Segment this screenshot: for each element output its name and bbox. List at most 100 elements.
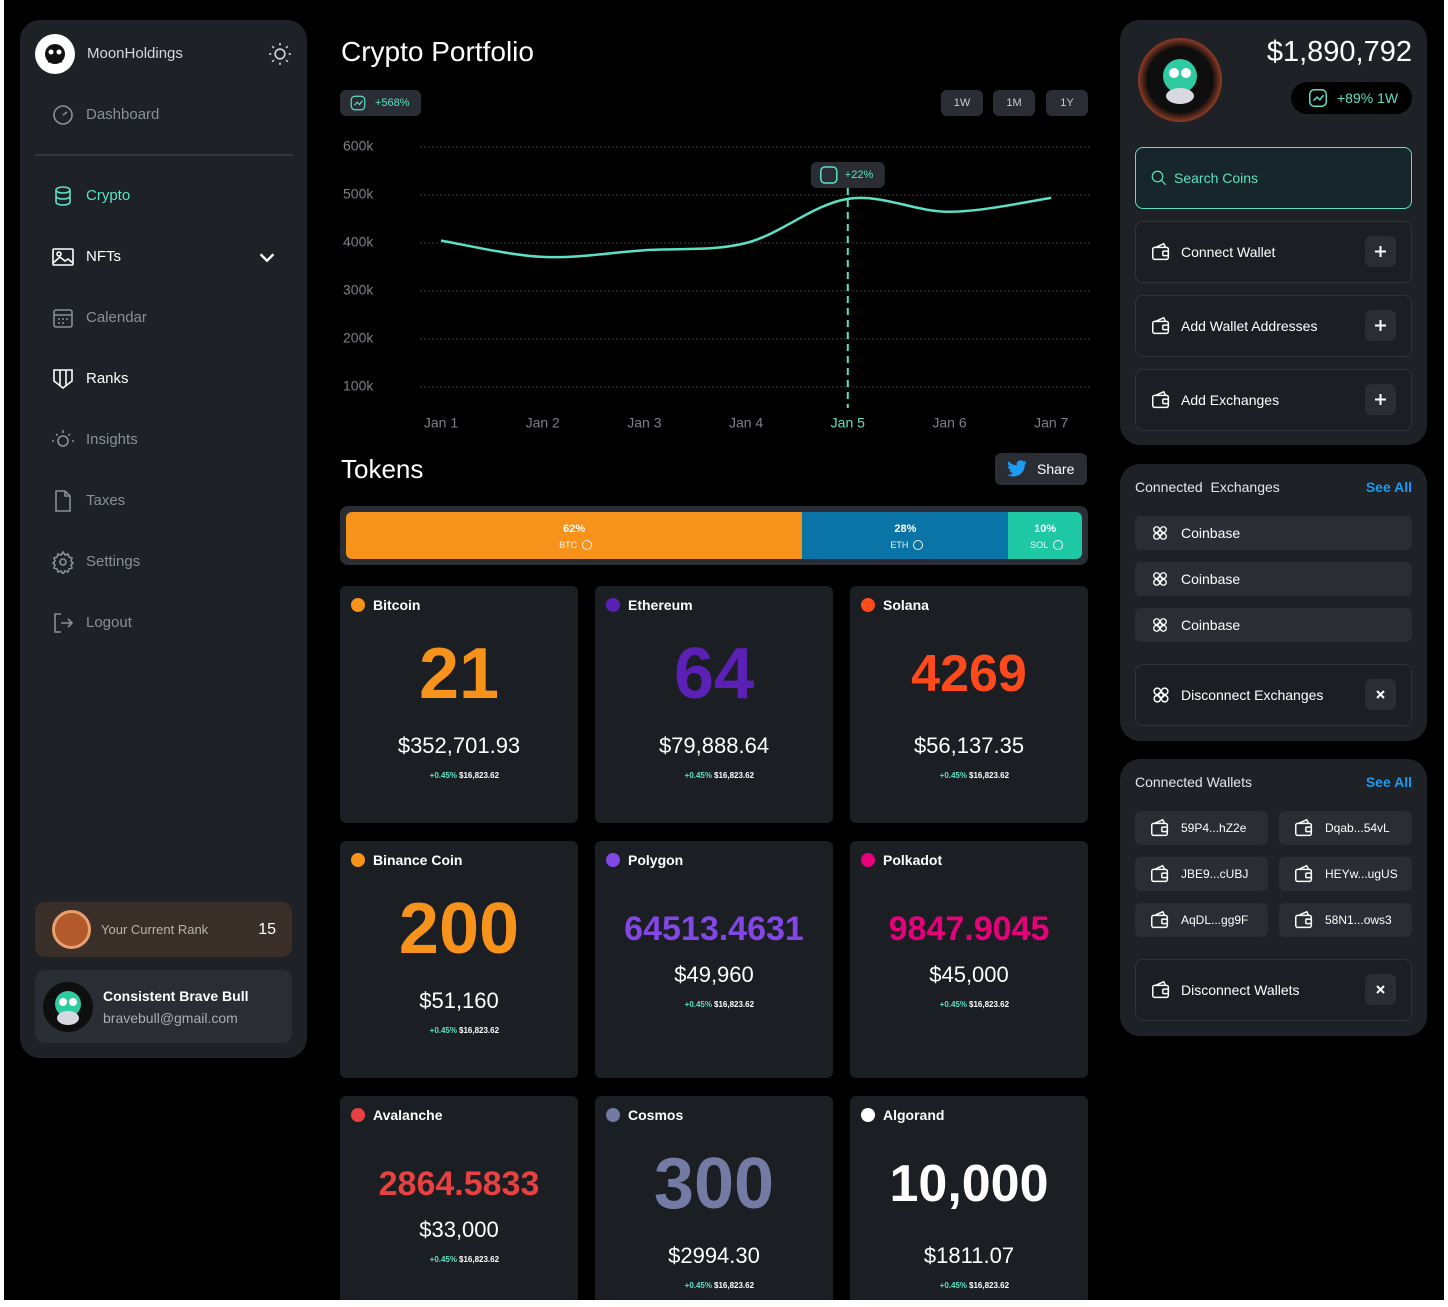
search-box[interactable] (1135, 147, 1412, 209)
nav-item[interactable] (40, 296, 290, 340)
wallet-icon (1293, 863, 1315, 885)
token-name: Cosmos (628, 1107, 684, 1123)
row-label: Add Exchanges (1181, 392, 1280, 408)
wallet-item[interactable] (1279, 811, 1412, 845)
token-price: $16,823.62 (459, 771, 500, 780)
wallet-icon (1293, 817, 1315, 839)
see-all[interactable]: See All (1365, 774, 1412, 790)
token-icon (606, 598, 620, 612)
nav-item[interactable] (40, 479, 290, 523)
token-icon (861, 1108, 875, 1122)
wallet-icon (1149, 863, 1171, 885)
search-icon (1150, 169, 1168, 187)
token-amount: 2864.5833 (378, 1165, 540, 1203)
token-amount: 10,000 (889, 1155, 1049, 1213)
token-price: $16,823.62 (969, 1000, 1010, 1009)
row-icon (1150, 684, 1172, 706)
wallet-address: 58N1...ows3 (1325, 913, 1392, 927)
allocation-segment (346, 512, 803, 559)
range-button[interactable] (993, 90, 1035, 116)
token-value: $1811.07 (923, 1243, 1015, 1268)
rank-value: 15 (258, 921, 276, 938)
row-label: Disconnect Wallets (1181, 982, 1300, 998)
token-change: +0.45% (939, 1000, 967, 1009)
token-card (595, 1096, 833, 1300)
token-amount: 200 (398, 889, 520, 969)
info-icon (1053, 540, 1064, 550)
token-change: +0.45% (939, 1281, 967, 1290)
token-value: $79,888.64 (658, 733, 770, 758)
wallet-item[interactable] (1279, 857, 1412, 891)
wallet-icon (1149, 909, 1171, 931)
row-icon (1150, 315, 1172, 337)
wallet-address: Dqab...54vL (1325, 821, 1390, 835)
range-label: 1W (953, 97, 971, 109)
nav-item[interactable] (40, 174, 290, 218)
x-tick-label: Jan 6 (932, 415, 966, 431)
token-value: $49,960 (674, 962, 754, 987)
nav-label: Taxes (86, 492, 126, 509)
nav-item[interactable] (40, 601, 290, 645)
nav-item[interactable] (40, 93, 290, 137)
token-amount: 64513.4631 (624, 910, 804, 948)
token-change: +0.45% (684, 1281, 712, 1290)
theme-toggle[interactable] (267, 41, 293, 67)
search-placeholder: Search Coins (1174, 170, 1259, 186)
row-icon (1150, 979, 1172, 1001)
panel-title: Connected Exchanges (1135, 479, 1280, 495)
change-text: +568% (375, 97, 410, 109)
wallet-item[interactable] (1135, 857, 1268, 891)
token-value: $2994.30 (668, 1243, 760, 1268)
nav-item[interactable] (40, 235, 290, 279)
wallet-item[interactable] (1135, 903, 1268, 937)
token-value: $352,701.93 (397, 733, 521, 758)
row-button[interactable] (1365, 974, 1396, 1005)
token-price: $16,823.62 (714, 1000, 755, 1009)
row-icon (1150, 389, 1172, 411)
y-tick-label: 100k (343, 378, 374, 394)
row-button[interactable] (1365, 384, 1396, 415)
nav-chevron[interactable] (256, 246, 278, 268)
token-name: Bitcoin (373, 597, 421, 613)
nav-item[interactable] (40, 418, 290, 462)
token-card (850, 586, 1088, 823)
brand-name: MoonHoldings (87, 45, 183, 62)
section-title: Tokens (341, 454, 424, 484)
row-button[interactable] (1365, 310, 1396, 341)
user-avatar (43, 982, 93, 1032)
wallet-item[interactable] (1279, 903, 1412, 937)
token-change: +0.45% (429, 1026, 457, 1035)
line-series (440, 196, 1052, 259)
token-icon (861, 853, 875, 867)
nav-item[interactable] (40, 540, 290, 584)
exchange-icon (1150, 569, 1170, 589)
y-tick-label: 300k (343, 282, 374, 298)
see-all[interactable]: See All (1365, 479, 1412, 495)
change-badge (340, 90, 421, 116)
user-email: bravebull@gmail.com (103, 1010, 238, 1026)
token-card (850, 1096, 1088, 1300)
annotation-badge (810, 162, 885, 188)
range-button[interactable] (941, 90, 983, 116)
range-button[interactable] (1046, 90, 1088, 116)
exchange-name: Coinbase (1181, 525, 1241, 541)
y-tick-label: 600k (343, 138, 374, 154)
nav-icon (51, 184, 75, 208)
wallet-icon (1293, 909, 1315, 931)
nav-icon (51, 367, 75, 391)
nav-icon (51, 611, 75, 635)
x-tick-label: Jan 2 (526, 415, 560, 431)
nav-label: NFTs (86, 248, 121, 265)
token-card (340, 1096, 578, 1300)
nav-item[interactable] (40, 357, 290, 401)
token-amount: 64 (673, 634, 755, 714)
exchange-item (1135, 562, 1412, 596)
dashboard: MoonHoldings Dashboard Crypto NFTs Calendar R… (4, 0, 1444, 1300)
info-icon (913, 540, 924, 550)
row-button[interactable] (1365, 236, 1396, 267)
token-value: $45,000 (929, 962, 1009, 987)
token-value: $51,160 (419, 988, 499, 1013)
token-name: Polkadot (883, 852, 943, 868)
wallet-item[interactable] (1135, 811, 1268, 845)
row-button[interactable] (1365, 679, 1396, 710)
